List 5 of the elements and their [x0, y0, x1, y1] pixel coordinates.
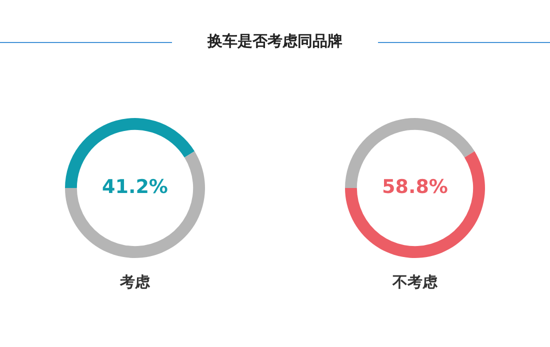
text: 不考虑: [392, 272, 438, 291]
text: 换车是否考虑同品牌: [206, 32, 344, 51]
text: 58.8%: [382, 176, 448, 198]
text: 41.2%: [102, 176, 168, 198]
text: 考虑: [119, 272, 151, 291]
